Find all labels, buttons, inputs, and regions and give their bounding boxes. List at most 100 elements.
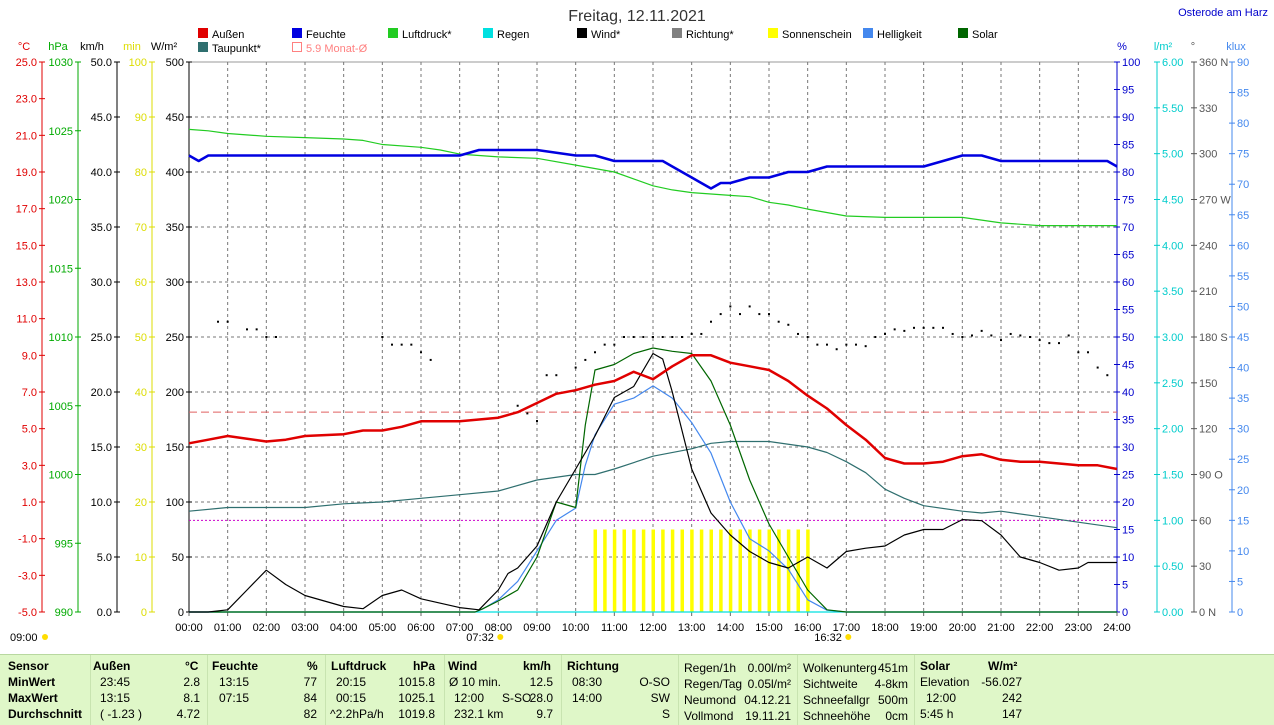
- direction-point: [381, 336, 384, 338]
- stats-aussen-time: 23:45: [100, 675, 131, 689]
- time-label: 11:00: [601, 622, 628, 634]
- direction-point: [1058, 342, 1060, 345]
- legend-swatch: [292, 28, 302, 38]
- lux-axis-label: 50: [1237, 301, 1249, 313]
- stats-header-luftdruck-unit: hPa: [413, 659, 436, 673]
- direction-point: [526, 412, 529, 415]
- solar-axis-label: 450: [166, 112, 184, 124]
- humidity-axis-label: 0: [1122, 607, 1128, 619]
- time-label: 03:00: [291, 622, 319, 634]
- rain-axis-label: 5.50: [1162, 103, 1183, 115]
- temp-axis-label: 25.0: [16, 57, 37, 69]
- direction-point: [700, 332, 703, 335]
- humidity-axis-label: 10: [1122, 552, 1134, 564]
- rain-axis-label: 4.50: [1162, 195, 1183, 207]
- stats-aussen-val: 2.8: [183, 675, 200, 689]
- legend-swatch: [672, 28, 682, 38]
- wind-axis-label: 20.0: [91, 387, 112, 399]
- solar-axis-label: 400: [166, 167, 184, 179]
- direction-point: [971, 334, 973, 337]
- stats-luftdruck-time: 00:15: [336, 691, 367, 705]
- stats-header-feuchte-unit: %: [307, 659, 318, 673]
- sunmin-axis-label: 0: [141, 607, 147, 619]
- humidity-axis-label: 40: [1122, 387, 1134, 399]
- time-label: 19:00: [910, 622, 938, 634]
- stats-header-feuchte: Feuchte: [212, 659, 259, 673]
- stats-header-aussen: Außen: [93, 659, 131, 673]
- direction-point: [913, 326, 915, 329]
- legend-swatch: [958, 28, 968, 38]
- lux-axis-label: 30: [1237, 424, 1249, 436]
- stats-aussen-val: 8.1: [183, 691, 200, 705]
- temp-axis-label: -3.0: [18, 570, 37, 582]
- stats-luftdruck-time: 20:15: [336, 675, 367, 689]
- sunshine-bar: [612, 529, 617, 612]
- pressure-axis-label: 1000: [49, 470, 73, 482]
- humidity-axis-label: 75: [1122, 195, 1134, 207]
- rain-axis-label: 5.00: [1162, 149, 1183, 161]
- sunset-icon: [845, 634, 852, 640]
- direction-point: [652, 336, 654, 338]
- time-label: 22:00: [1026, 622, 1054, 634]
- pressure-axis-label: 1010: [49, 332, 73, 344]
- time-label: 12:00: [639, 622, 667, 634]
- solar-unit: W/m²: [151, 41, 178, 53]
- stats-header-wind-unit: km/h: [523, 659, 552, 673]
- chart-title: Freitag, 12.11.2021: [568, 8, 706, 25]
- direction-point: [826, 343, 828, 346]
- direction-point: [584, 358, 587, 361]
- sunrise-label: 07:32: [466, 632, 494, 644]
- direction-point: [874, 336, 877, 338]
- temp-axis-label: 23.0: [16, 94, 37, 106]
- series-line: [188, 148, 1118, 190]
- time-label: 07:00: [446, 622, 474, 634]
- direction-point: [545, 374, 548, 377]
- stats-cloud-val: 500m: [877, 693, 908, 707]
- direction-point: [246, 328, 248, 331]
- humidity-axis-label: 5: [1122, 580, 1128, 592]
- direction-point: [710, 320, 712, 323]
- direction-point: [681, 336, 683, 338]
- stats-cloud-val: 451m: [877, 661, 908, 675]
- direction-point: [777, 320, 780, 323]
- stats-solar-label: 12:00: [926, 691, 957, 705]
- rain-axis-label: 1.50: [1162, 470, 1183, 482]
- direction-point: [835, 348, 838, 351]
- lux-axis-label: 80: [1237, 118, 1249, 130]
- direction-point: [1106, 374, 1109, 377]
- sunmin-axis-label: 20: [135, 497, 147, 509]
- stats-cloud-label: Sichtweite: [803, 677, 858, 691]
- direction-point: [855, 343, 857, 346]
- sunshine-bar: [603, 529, 607, 612]
- sunmin-axis-label: 10: [135, 552, 147, 564]
- direction-point: [806, 336, 809, 338]
- wind-axis-label: 15.0: [91, 442, 112, 454]
- sunmin-axis-label: 100: [129, 57, 147, 69]
- pressure-axis-label: 1005: [49, 401, 73, 413]
- direction-axis-label: 240: [1199, 240, 1217, 252]
- lux-axis-label: 65: [1237, 210, 1249, 222]
- rain-axis-label: 3.50: [1162, 286, 1183, 298]
- sunshine-bar: [806, 529, 810, 612]
- temp-axis-label: 7.0: [22, 387, 37, 399]
- pressure-unit: hPa: [48, 41, 68, 53]
- time-label: 24:00: [1103, 622, 1131, 634]
- lux-axis-label: 90: [1237, 57, 1249, 69]
- stats-solar-label: Elevation: [920, 675, 970, 689]
- humidity-axis-label: 50: [1122, 332, 1134, 344]
- direction-point: [1087, 351, 1089, 354]
- direction-point: [758, 313, 761, 316]
- direction-point: [768, 313, 770, 316]
- legend-label: Regen: [497, 29, 529, 41]
- legend-swatch: [198, 42, 208, 52]
- time-label: 09:00: [523, 622, 551, 634]
- sunshine-bar: [748, 529, 752, 612]
- stats-wind-label: Ø 10 min.: [449, 675, 502, 689]
- wind-axis-label: 10.0: [91, 497, 112, 509]
- temp-axis-label: 5.0: [22, 424, 37, 436]
- legend-swatch: [483, 28, 493, 38]
- lux-axis-label: 25: [1237, 454, 1249, 466]
- stats-rain-label: Regen/Tag: [684, 677, 743, 691]
- series-line: [188, 128, 1117, 227]
- direction-point: [1000, 339, 1002, 342]
